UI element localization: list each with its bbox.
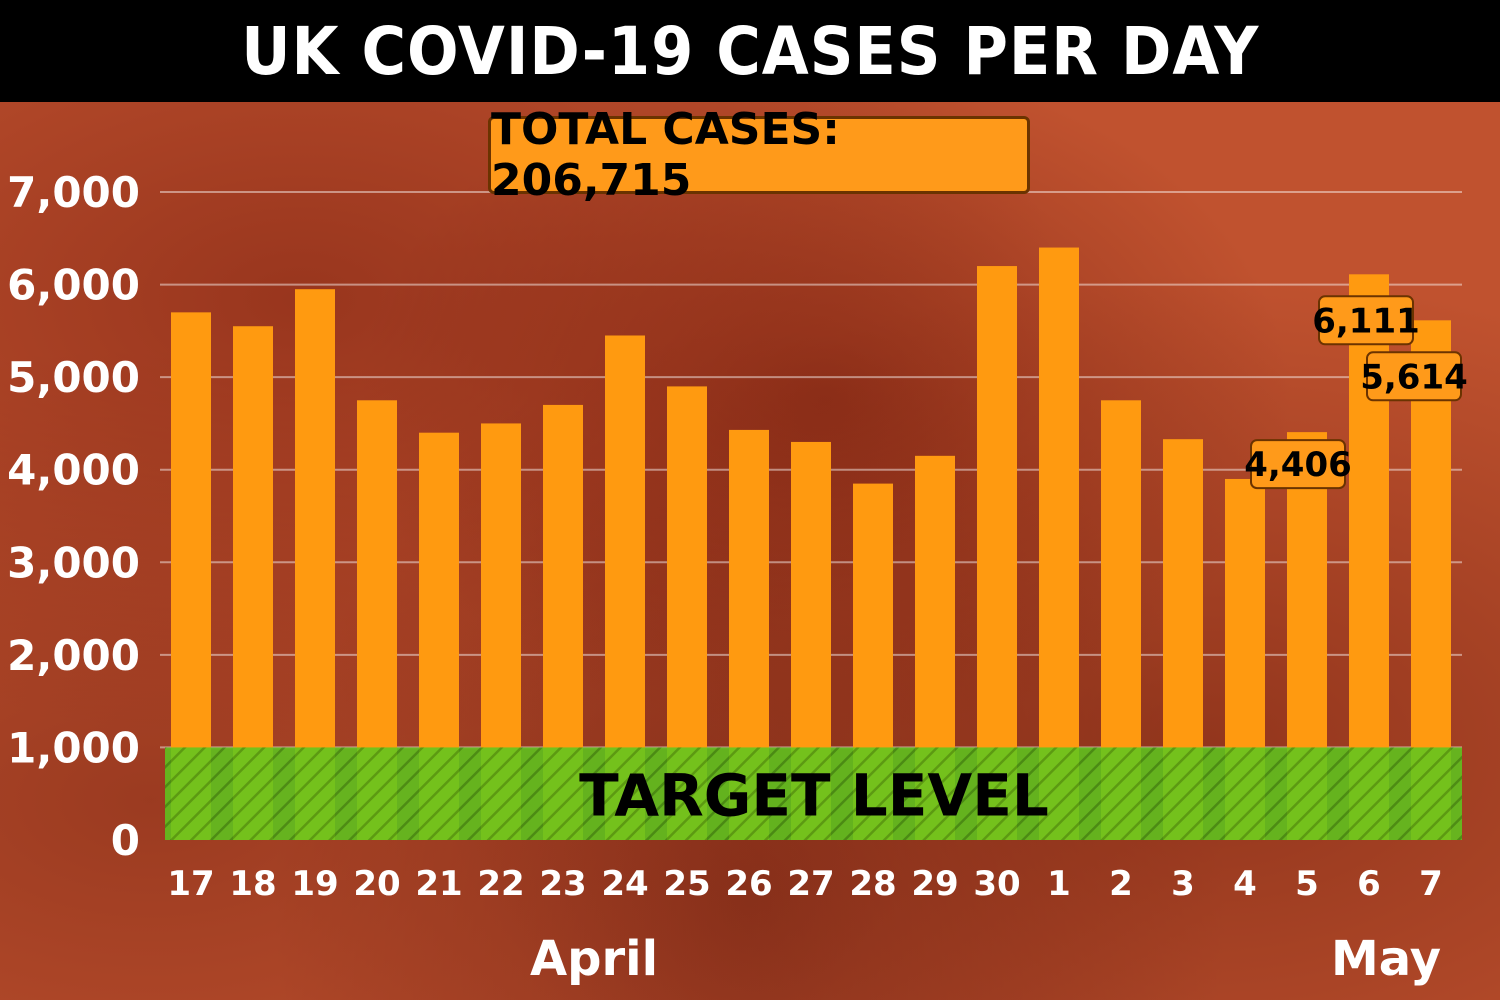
- target-level-label: TARGET LEVEL: [579, 762, 1049, 830]
- data-labels: 4,406 6,111 5,614: [1244, 295, 1468, 490]
- x-tick-label: 21: [415, 864, 462, 904]
- month-labels: April May: [530, 931, 1441, 987]
- x-tick-label: 19: [291, 864, 338, 904]
- x-tick-label: 6: [1357, 864, 1381, 904]
- x-tick-label: 25: [663, 864, 710, 904]
- bar: [977, 266, 1017, 840]
- y-tick-label: 7,000: [7, 168, 140, 217]
- data-label-box: [1366, 351, 1462, 402]
- x-tick-label: 23: [539, 864, 586, 904]
- total-cases-badge: TOTAL CASES: 206,715: [488, 104, 1030, 206]
- x-tick-label: 30: [973, 864, 1020, 904]
- x-tick-label: 4: [1233, 864, 1257, 904]
- data-label: 4,406: [1244, 439, 1352, 490]
- x-tick-label: 20: [353, 864, 400, 904]
- data-label-text: 4,406: [1244, 445, 1352, 485]
- data-label-text: 6,111: [1312, 301, 1420, 341]
- month-label: April: [530, 931, 658, 987]
- data-label-box: [1318, 295, 1414, 346]
- y-tick-label: 6,000: [7, 261, 140, 310]
- x-tick-label: 24: [601, 864, 648, 904]
- y-tick-label: 5,000: [7, 353, 140, 402]
- data-label-text: 5,614: [1360, 357, 1468, 397]
- data-label: 5,614: [1360, 351, 1468, 402]
- x-tick-label: 7: [1419, 864, 1443, 904]
- target-band: TARGET LEVEL: [165, 747, 1462, 840]
- x-tick-label: 29: [911, 864, 958, 904]
- x-tick-label: 2: [1109, 864, 1133, 904]
- x-tick-label: 3: [1171, 864, 1195, 904]
- data-label: 6,111: [1312, 295, 1420, 346]
- chart-title: UK COVID-19 CASES PER DAY: [240, 12, 1260, 90]
- x-tick-label: 17: [167, 864, 214, 904]
- y-tick-label: 2,000: [7, 631, 140, 680]
- y-tick-label: 3,000: [7, 538, 140, 587]
- y-tick-label: 1,000: [7, 723, 140, 772]
- x-axis-ticks: 17 18 19 20 21 22 23 24 25 26 27 28 29 30 1 2 3 4 5 6 7: [167, 864, 1443, 904]
- y-tick-label: 0: [111, 816, 140, 865]
- data-label-box: [1250, 439, 1346, 490]
- x-tick-label: 26: [725, 864, 772, 904]
- title-bar: UK COVID-19 CASES PER DAY: [0, 0, 1500, 102]
- x-tick-label: 22: [477, 864, 524, 904]
- x-tick-label: 27: [787, 864, 834, 904]
- x-tick-label: 5: [1295, 864, 1319, 904]
- target-band-fill: [165, 747, 1462, 840]
- x-tick-label: 18: [229, 864, 276, 904]
- x-tick-label: 1: [1047, 864, 1071, 904]
- month-label: May: [1331, 931, 1441, 987]
- bar: [1039, 247, 1079, 841]
- y-axis-ticks: 0 1,000 2,000 3,000 4,000 5,000 6,000 7,000: [7, 168, 140, 865]
- y-tick-label: 4,000: [7, 446, 140, 495]
- x-tick-label: 28: [849, 864, 896, 904]
